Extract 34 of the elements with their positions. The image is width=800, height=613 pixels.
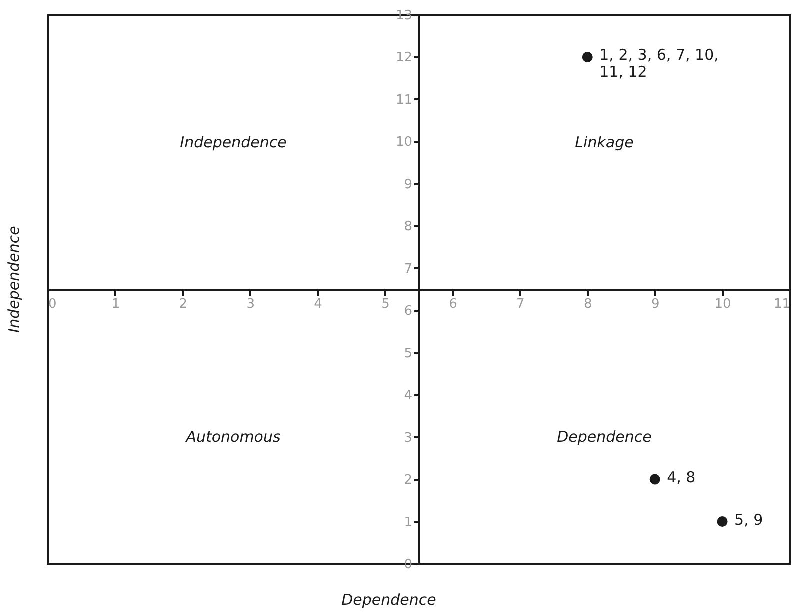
y-tick-label: 1 <box>404 515 412 530</box>
x-tick-label: 7 <box>516 297 525 312</box>
y-tick-label: 8 <box>404 220 412 235</box>
x-tick-label: 0 <box>48 297 57 312</box>
annotation: Independence <box>180 133 287 152</box>
y-tick-label: 2 <box>404 473 412 488</box>
data-label: 1, 2, 3, 6, 7, 10, 11, 12 <box>600 46 719 82</box>
y-tick-label: 9 <box>404 177 412 192</box>
y-axis-title: Independence <box>5 226 23 333</box>
y-tick-label: 12 <box>396 50 412 66</box>
x-tick-label: 4 <box>314 297 322 312</box>
annotation: Linkage <box>575 133 634 152</box>
x-tick-label: 9 <box>651 297 660 312</box>
annotation: Autonomous <box>185 428 281 446</box>
x-tick-label: 5 <box>382 297 390 312</box>
x-tick-label: 8 <box>584 297 592 312</box>
x-tick-label: 1 <box>112 297 120 312</box>
y-tick-label: 4 <box>404 388 412 404</box>
x-tick-label: 2 <box>179 297 188 312</box>
point <box>582 52 593 62</box>
annotation: Dependence <box>557 428 652 446</box>
y-tick-label: 11 <box>396 92 412 108</box>
point <box>650 474 660 485</box>
y-tick-label: 3 <box>404 430 412 446</box>
y-tick-label: 5 <box>404 346 412 362</box>
data-label: 4, 8 <box>667 468 696 487</box>
x-tick-label: 10 <box>714 297 732 312</box>
y-tick-label: 10 <box>396 135 412 150</box>
x-tick-label: 3 <box>246 297 256 312</box>
y-tick-label: 7 <box>404 262 412 277</box>
x-tick-label: 6 <box>449 297 458 312</box>
x-axis-title: Dependence <box>342 591 436 609</box>
data-label: 5, 9 <box>734 510 764 529</box>
point <box>717 516 728 528</box>
